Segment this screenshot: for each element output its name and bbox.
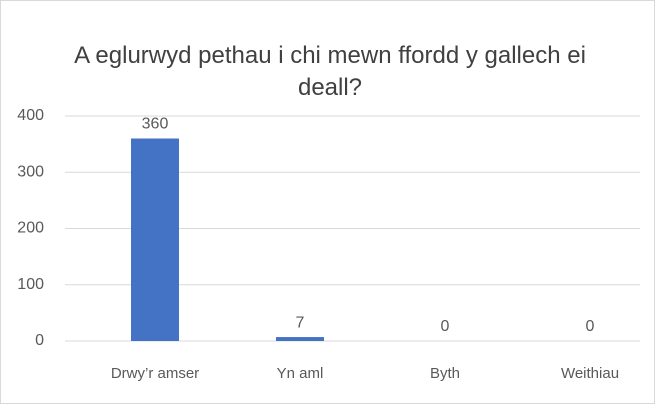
data-label: 0 bbox=[586, 318, 595, 335]
y-tick-label: 100 bbox=[17, 276, 44, 293]
data-label: 7 bbox=[296, 314, 305, 331]
y-tick-label: 0 bbox=[35, 332, 44, 349]
bar bbox=[131, 138, 179, 341]
data-label: 0 bbox=[441, 318, 450, 335]
y-tick-label: 300 bbox=[17, 163, 44, 180]
x-tick-label: Drwy’r amser bbox=[111, 365, 199, 382]
y-tick-label: 400 bbox=[17, 107, 44, 124]
bar bbox=[276, 337, 324, 341]
data-label: 360 bbox=[142, 116, 169, 133]
x-tick-label: Weithiau bbox=[561, 365, 619, 382]
y-tick-label: 200 bbox=[17, 220, 44, 237]
x-tick-label: Yn aml bbox=[277, 365, 324, 382]
x-tick-label: Byth bbox=[430, 365, 460, 382]
chart-title: A eglurwyd pethau i chi mewn ffordd y ga… bbox=[74, 42, 586, 101]
